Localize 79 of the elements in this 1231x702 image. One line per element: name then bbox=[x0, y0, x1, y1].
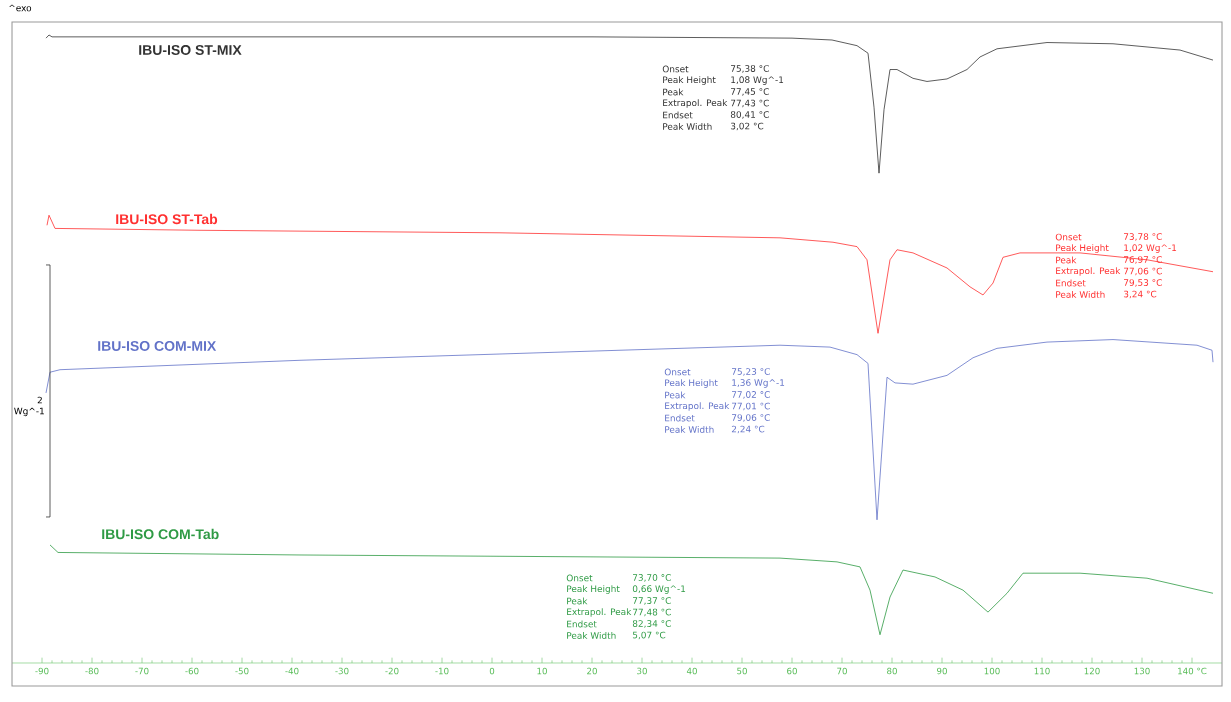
x-tick-label: 130 bbox=[1134, 667, 1150, 675]
x-tick-label: -50 bbox=[235, 667, 249, 675]
annotation: Onset bbox=[662, 65, 689, 73]
annotation: Peak Width bbox=[1056, 291, 1105, 298]
annotation: 75,23 °C bbox=[732, 368, 770, 376]
annotation: Peak bbox=[567, 597, 588, 605]
annotation: 1,36 Wg^-1 bbox=[732, 379, 785, 388]
x-tick-label: 70 bbox=[837, 667, 847, 675]
annotation: Endset bbox=[1056, 279, 1086, 287]
x-tick-label: 140 °C bbox=[1178, 667, 1207, 675]
x-tick-label: -90 bbox=[35, 667, 49, 675]
annotation: Peak bbox=[665, 391, 686, 399]
annotation: 77,02 °C bbox=[732, 391, 770, 399]
annotation: 76,97 °C bbox=[1124, 256, 1162, 264]
x-tick-label: -10 bbox=[435, 667, 449, 675]
x-tick-label: -70 bbox=[135, 667, 149, 675]
annotation: Peak bbox=[663, 88, 684, 96]
x-tick-label: -30 bbox=[335, 667, 349, 675]
annotation: 1,02 Wg^-1 bbox=[1124, 244, 1177, 253]
annotation: Endset bbox=[663, 111, 693, 119]
annotation: 3,02 °C bbox=[730, 122, 764, 131]
annotation: 77,06 °C bbox=[1124, 267, 1162, 276]
annotation: Extrapol. Peak bbox=[567, 608, 632, 617]
annotation: Peak Height bbox=[567, 585, 620, 594]
annotation: 80,41 °C bbox=[730, 111, 769, 119]
annotation: 79,06 °C bbox=[732, 414, 770, 422]
annotation: 75,38 °C bbox=[731, 65, 769, 73]
annotation: Onset bbox=[566, 574, 593, 582]
annotation: 77,37 °C bbox=[633, 597, 671, 605]
x-tick-label: 90 bbox=[937, 667, 947, 675]
annotation: 2,24 °C bbox=[731, 425, 765, 434]
annotation: 73,78 °C bbox=[1124, 233, 1162, 241]
annotation: Endset bbox=[665, 414, 695, 422]
annotation: 77,48 °C bbox=[633, 608, 671, 617]
annotation: Extrapol. Peak bbox=[1056, 267, 1121, 276]
annotation: 2 bbox=[37, 396, 42, 404]
x-tick-label: 80 bbox=[887, 667, 897, 675]
x-tick-label: 30 bbox=[637, 667, 647, 675]
annotation: 77,43 °C bbox=[731, 99, 769, 108]
x-tick-label: 20 bbox=[587, 667, 597, 675]
annotation: Onset bbox=[664, 368, 691, 376]
annotation: Onset bbox=[1055, 233, 1082, 241]
x-tick-label: 50 bbox=[737, 667, 747, 675]
series-label: IBU-ISO ST-MIX bbox=[139, 45, 242, 55]
annotation: Peak Height bbox=[1056, 244, 1109, 253]
series-label: IBU-ISO COM-MIX bbox=[98, 341, 217, 351]
annotation: 1,08 Wg^-1 bbox=[731, 76, 784, 85]
annotation: 73,70 °C bbox=[633, 574, 671, 582]
annotation: Wg^-1 bbox=[14, 407, 44, 417]
x-tick-label: 120 bbox=[1084, 667, 1100, 675]
annotation: 79,53 °C bbox=[1124, 279, 1162, 287]
annotation: 82,34 °C bbox=[632, 620, 671, 628]
series-label: IBU-ISO ST-Tab bbox=[116, 213, 218, 225]
annotation: 77,45 °C bbox=[731, 88, 769, 96]
annotation: 0,66 Wg^-1 bbox=[632, 585, 686, 594]
annotation: Peak Width bbox=[567, 632, 616, 639]
text: ^exo bbox=[9, 4, 32, 12]
x-tick-label: 10 bbox=[537, 667, 547, 675]
series-label: IBU-ISO COM-Tab bbox=[102, 528, 219, 540]
x-tick-label: -60 bbox=[185, 667, 199, 675]
annotation: Peak bbox=[1056, 256, 1077, 264]
annotation: Peak Width bbox=[663, 123, 712, 130]
x-tick-label: 0 bbox=[489, 667, 495, 675]
annotation: 77,01 °C bbox=[732, 402, 770, 411]
annotation: Peak Width bbox=[665, 426, 714, 433]
x-tick-label: -20 bbox=[385, 667, 399, 675]
annotation: Peak Height bbox=[665, 379, 718, 388]
x-tick-label: 100 bbox=[984, 667, 1000, 675]
x-tick-label: 60 bbox=[787, 667, 797, 675]
annotation: 5,07 °C bbox=[632, 631, 666, 640]
x-tick-label: -40 bbox=[285, 667, 299, 675]
annotation: Peak Height bbox=[663, 76, 716, 85]
annotation: Endset bbox=[567, 620, 597, 628]
annotation: Extrapol. Peak bbox=[663, 99, 728, 108]
annotation: 3,24 °C bbox=[1123, 290, 1157, 299]
x-tick-label: 40 bbox=[686, 667, 697, 675]
x-tick-label: -80 bbox=[85, 667, 99, 675]
x-tick-label: 110 bbox=[1034, 667, 1050, 675]
annotation: Extrapol. Peak bbox=[665, 402, 730, 411]
